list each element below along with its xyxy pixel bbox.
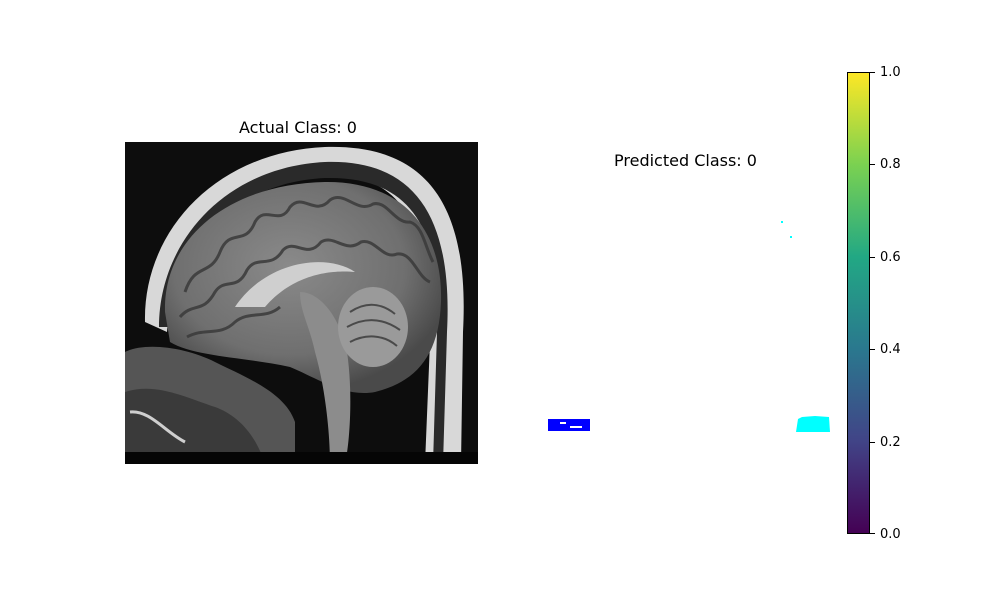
colorbar-tick-label: 1.0 — [880, 65, 901, 80]
colorbar-tick — [870, 349, 875, 351]
colorbar-tick — [870, 256, 875, 258]
colorbar-gradient — [847, 72, 870, 534]
colorbar-tick — [870, 72, 875, 73]
colorbar-tick-label: 0.8 — [880, 157, 901, 173]
predicted-mask-image — [540, 210, 840, 440]
colorbar-tick-label: 0.2 — [880, 434, 901, 450]
blue-mask-region — [548, 419, 590, 431]
colorbar-tick-label: 0.4 — [880, 342, 901, 358]
mri-brain-image — [125, 142, 478, 464]
colorbar-tick — [870, 441, 875, 443]
actual-class-title: Actual Class: 0 — [239, 118, 357, 137]
cyan-mask-region — [781, 221, 830, 432]
colorbar-tick — [870, 164, 875, 166]
colorbar: 0.0 0.2 0.4 0.6 0.8 1.0 — [847, 66, 927, 542]
colorbar-tick-label: 0.6 — [880, 249, 901, 265]
colorbar-tick-label: 0.0 — [880, 527, 901, 542]
predicted-class-title: Predicted Class: 0 — [614, 151, 757, 170]
colorbar-tick — [870, 533, 875, 534]
